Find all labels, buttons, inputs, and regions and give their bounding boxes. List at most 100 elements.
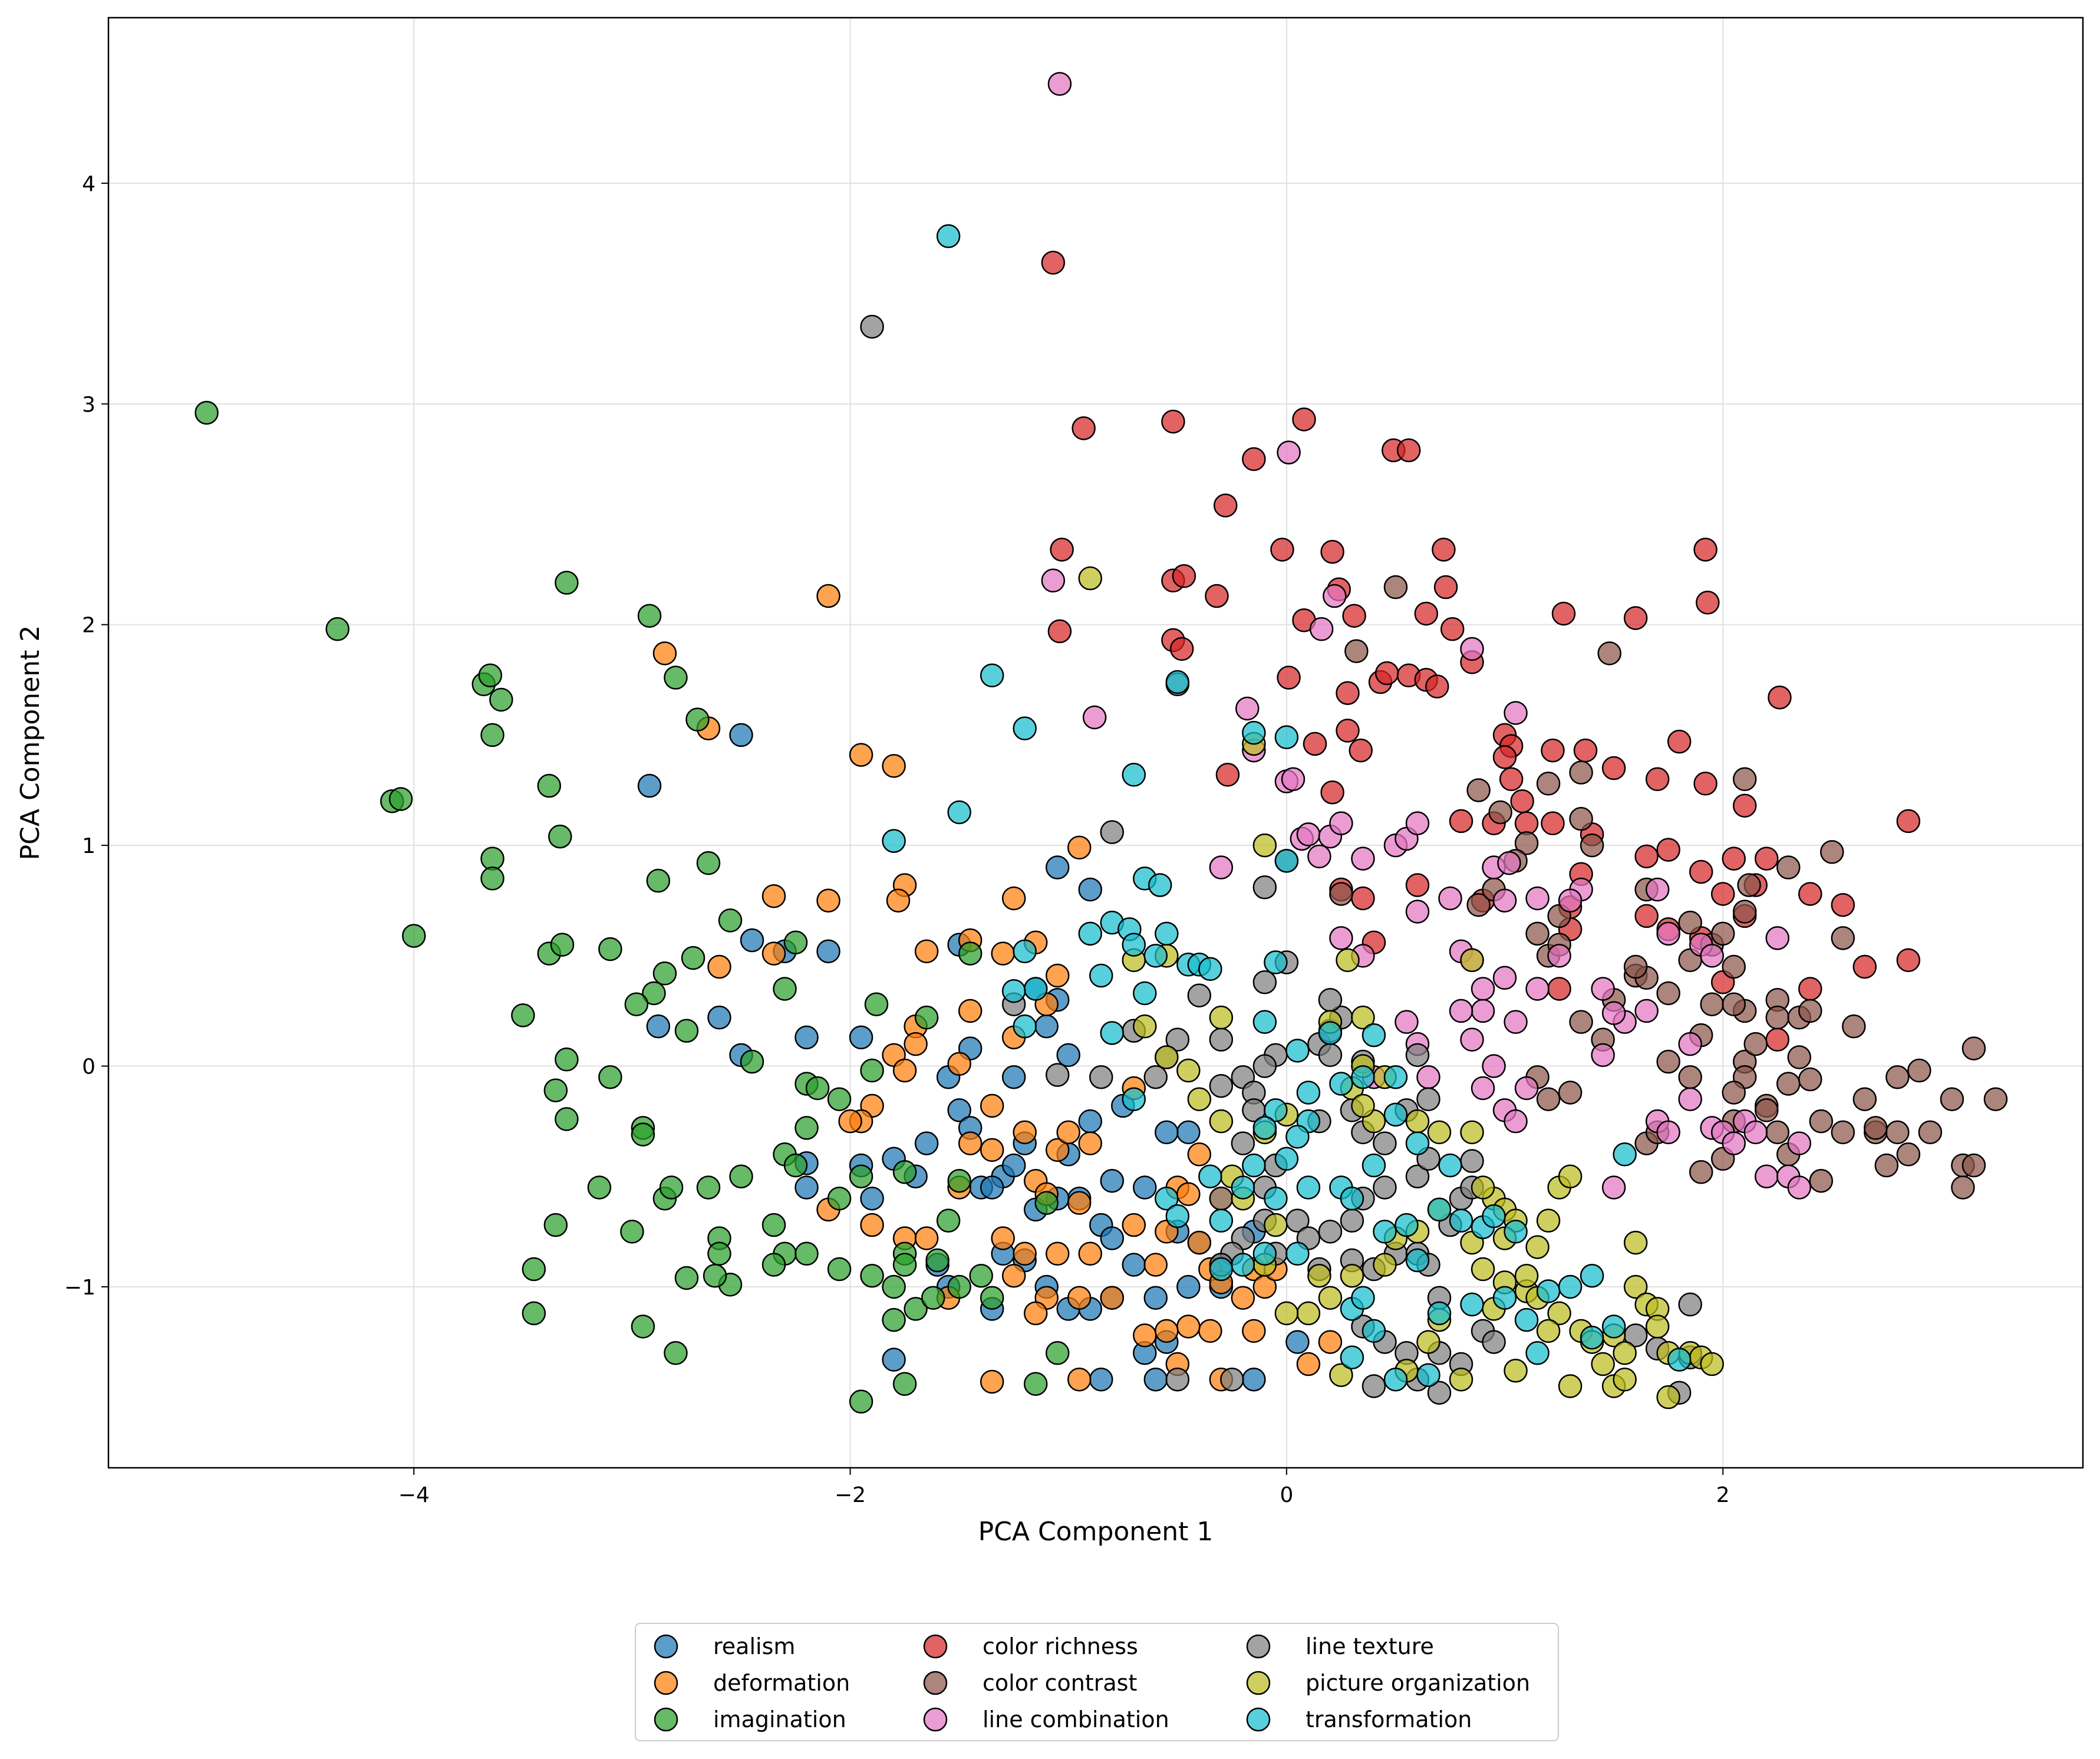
data-point bbox=[1765, 1120, 1790, 1145]
data-point bbox=[947, 1274, 971, 1299]
series-transformation bbox=[882, 224, 1692, 1392]
data-point bbox=[1541, 811, 1565, 835]
data-point bbox=[1143, 1367, 1168, 1392]
data-point bbox=[1983, 1087, 2008, 1111]
data-point bbox=[1351, 1065, 1375, 1089]
data-point bbox=[1374, 661, 1399, 686]
data-point bbox=[1569, 1010, 1593, 1034]
data-point bbox=[1732, 793, 1757, 818]
data-point bbox=[1050, 538, 1074, 562]
data-point bbox=[646, 1014, 671, 1039]
data-point bbox=[1755, 1098, 1779, 1122]
data-point bbox=[1209, 1257, 1234, 1282]
data-point bbox=[1558, 1274, 1583, 1299]
data-point bbox=[1242, 1319, 1266, 1343]
data-point bbox=[1336, 681, 1360, 706]
data-point bbox=[783, 1153, 808, 1178]
data-point bbox=[631, 1315, 655, 1339]
data-point bbox=[388, 787, 413, 811]
data-point bbox=[914, 1226, 939, 1250]
data-point bbox=[1318, 987, 1343, 1012]
data-point bbox=[1329, 882, 1353, 906]
data-point bbox=[1438, 1153, 1462, 1178]
data-point bbox=[1133, 1175, 1157, 1200]
data-point bbox=[1340, 1345, 1364, 1370]
data-point bbox=[1161, 409, 1185, 434]
data-point bbox=[1320, 539, 1344, 564]
data-point bbox=[696, 1175, 721, 1200]
data-point bbox=[816, 888, 840, 913]
legend-marker bbox=[1246, 1707, 1271, 1732]
data-point bbox=[958, 941, 983, 966]
data-point bbox=[1504, 1359, 1528, 1383]
data-point bbox=[631, 1122, 655, 1147]
data-point bbox=[1471, 1257, 1495, 1282]
legend-label: imagination bbox=[713, 1707, 846, 1732]
data-point bbox=[555, 1107, 579, 1131]
data-point bbox=[1296, 1081, 1321, 1105]
data-point bbox=[1078, 1131, 1102, 1155]
data-point bbox=[1187, 983, 1212, 1007]
data-point bbox=[1067, 835, 1092, 860]
data-point bbox=[1001, 1065, 1026, 1089]
data-point bbox=[1710, 921, 1735, 946]
data-point bbox=[904, 1032, 928, 1056]
data-point bbox=[1433, 575, 1458, 599]
data-point bbox=[991, 1226, 1015, 1250]
data-point bbox=[1045, 963, 1070, 988]
data-point bbox=[1722, 954, 1746, 979]
data-point bbox=[1864, 1116, 1888, 1140]
data-point bbox=[980, 663, 1004, 688]
data-point bbox=[1285, 1039, 1310, 1063]
data-point bbox=[1514, 1076, 1539, 1101]
x-axis-ticks: −4 −2 0 2 bbox=[398, 1468, 1730, 1507]
data-point bbox=[1209, 1073, 1234, 1098]
data-point bbox=[1187, 1142, 1212, 1167]
data-point bbox=[555, 571, 579, 595]
data-point bbox=[1405, 1131, 1430, 1155]
data-point bbox=[1416, 1087, 1440, 1111]
data-point bbox=[783, 930, 808, 955]
data-point bbox=[1525, 977, 1550, 1001]
data-point bbox=[740, 928, 764, 953]
data-point bbox=[1396, 438, 1421, 463]
legend-label: color contrast bbox=[983, 1670, 1137, 1696]
data-point bbox=[1045, 1341, 1070, 1365]
data-point bbox=[1100, 820, 1125, 844]
data-point bbox=[555, 1048, 579, 1072]
data-point bbox=[1344, 639, 1369, 663]
data-point bbox=[1274, 849, 1299, 873]
data-point bbox=[1460, 1149, 1484, 1173]
data-point bbox=[1078, 877, 1102, 902]
data-point bbox=[947, 1052, 971, 1076]
data-point bbox=[478, 663, 503, 688]
data-point bbox=[1277, 666, 1301, 690]
data-point bbox=[1449, 1208, 1473, 1233]
data-point bbox=[761, 1213, 786, 1237]
data-point bbox=[1198, 957, 1222, 981]
data-point bbox=[1045, 1138, 1070, 1162]
data-point bbox=[827, 1186, 852, 1211]
data-point bbox=[936, 224, 961, 248]
data-point bbox=[1176, 1120, 1201, 1145]
data-point bbox=[1281, 767, 1306, 792]
data-point bbox=[1656, 838, 1680, 862]
data-point bbox=[1296, 1301, 1321, 1326]
data-point bbox=[1743, 1032, 1768, 1056]
data-point bbox=[1013, 1241, 1037, 1266]
data-point bbox=[480, 846, 505, 871]
data-point bbox=[1078, 1241, 1102, 1266]
data-point bbox=[685, 707, 710, 732]
legend-label: realism bbox=[713, 1633, 795, 1659]
data-point bbox=[522, 1257, 546, 1282]
series-deformation bbox=[652, 584, 1343, 1394]
data-point bbox=[1277, 440, 1301, 465]
data-point bbox=[1285, 1330, 1310, 1354]
data-point bbox=[1809, 1109, 1834, 1134]
data-point bbox=[1231, 1253, 1255, 1277]
data-point bbox=[1918, 1120, 1943, 1145]
data-point bbox=[1497, 851, 1521, 875]
data-point bbox=[1340, 1186, 1364, 1211]
data-point bbox=[1466, 778, 1491, 802]
data-point bbox=[1122, 1253, 1146, 1277]
